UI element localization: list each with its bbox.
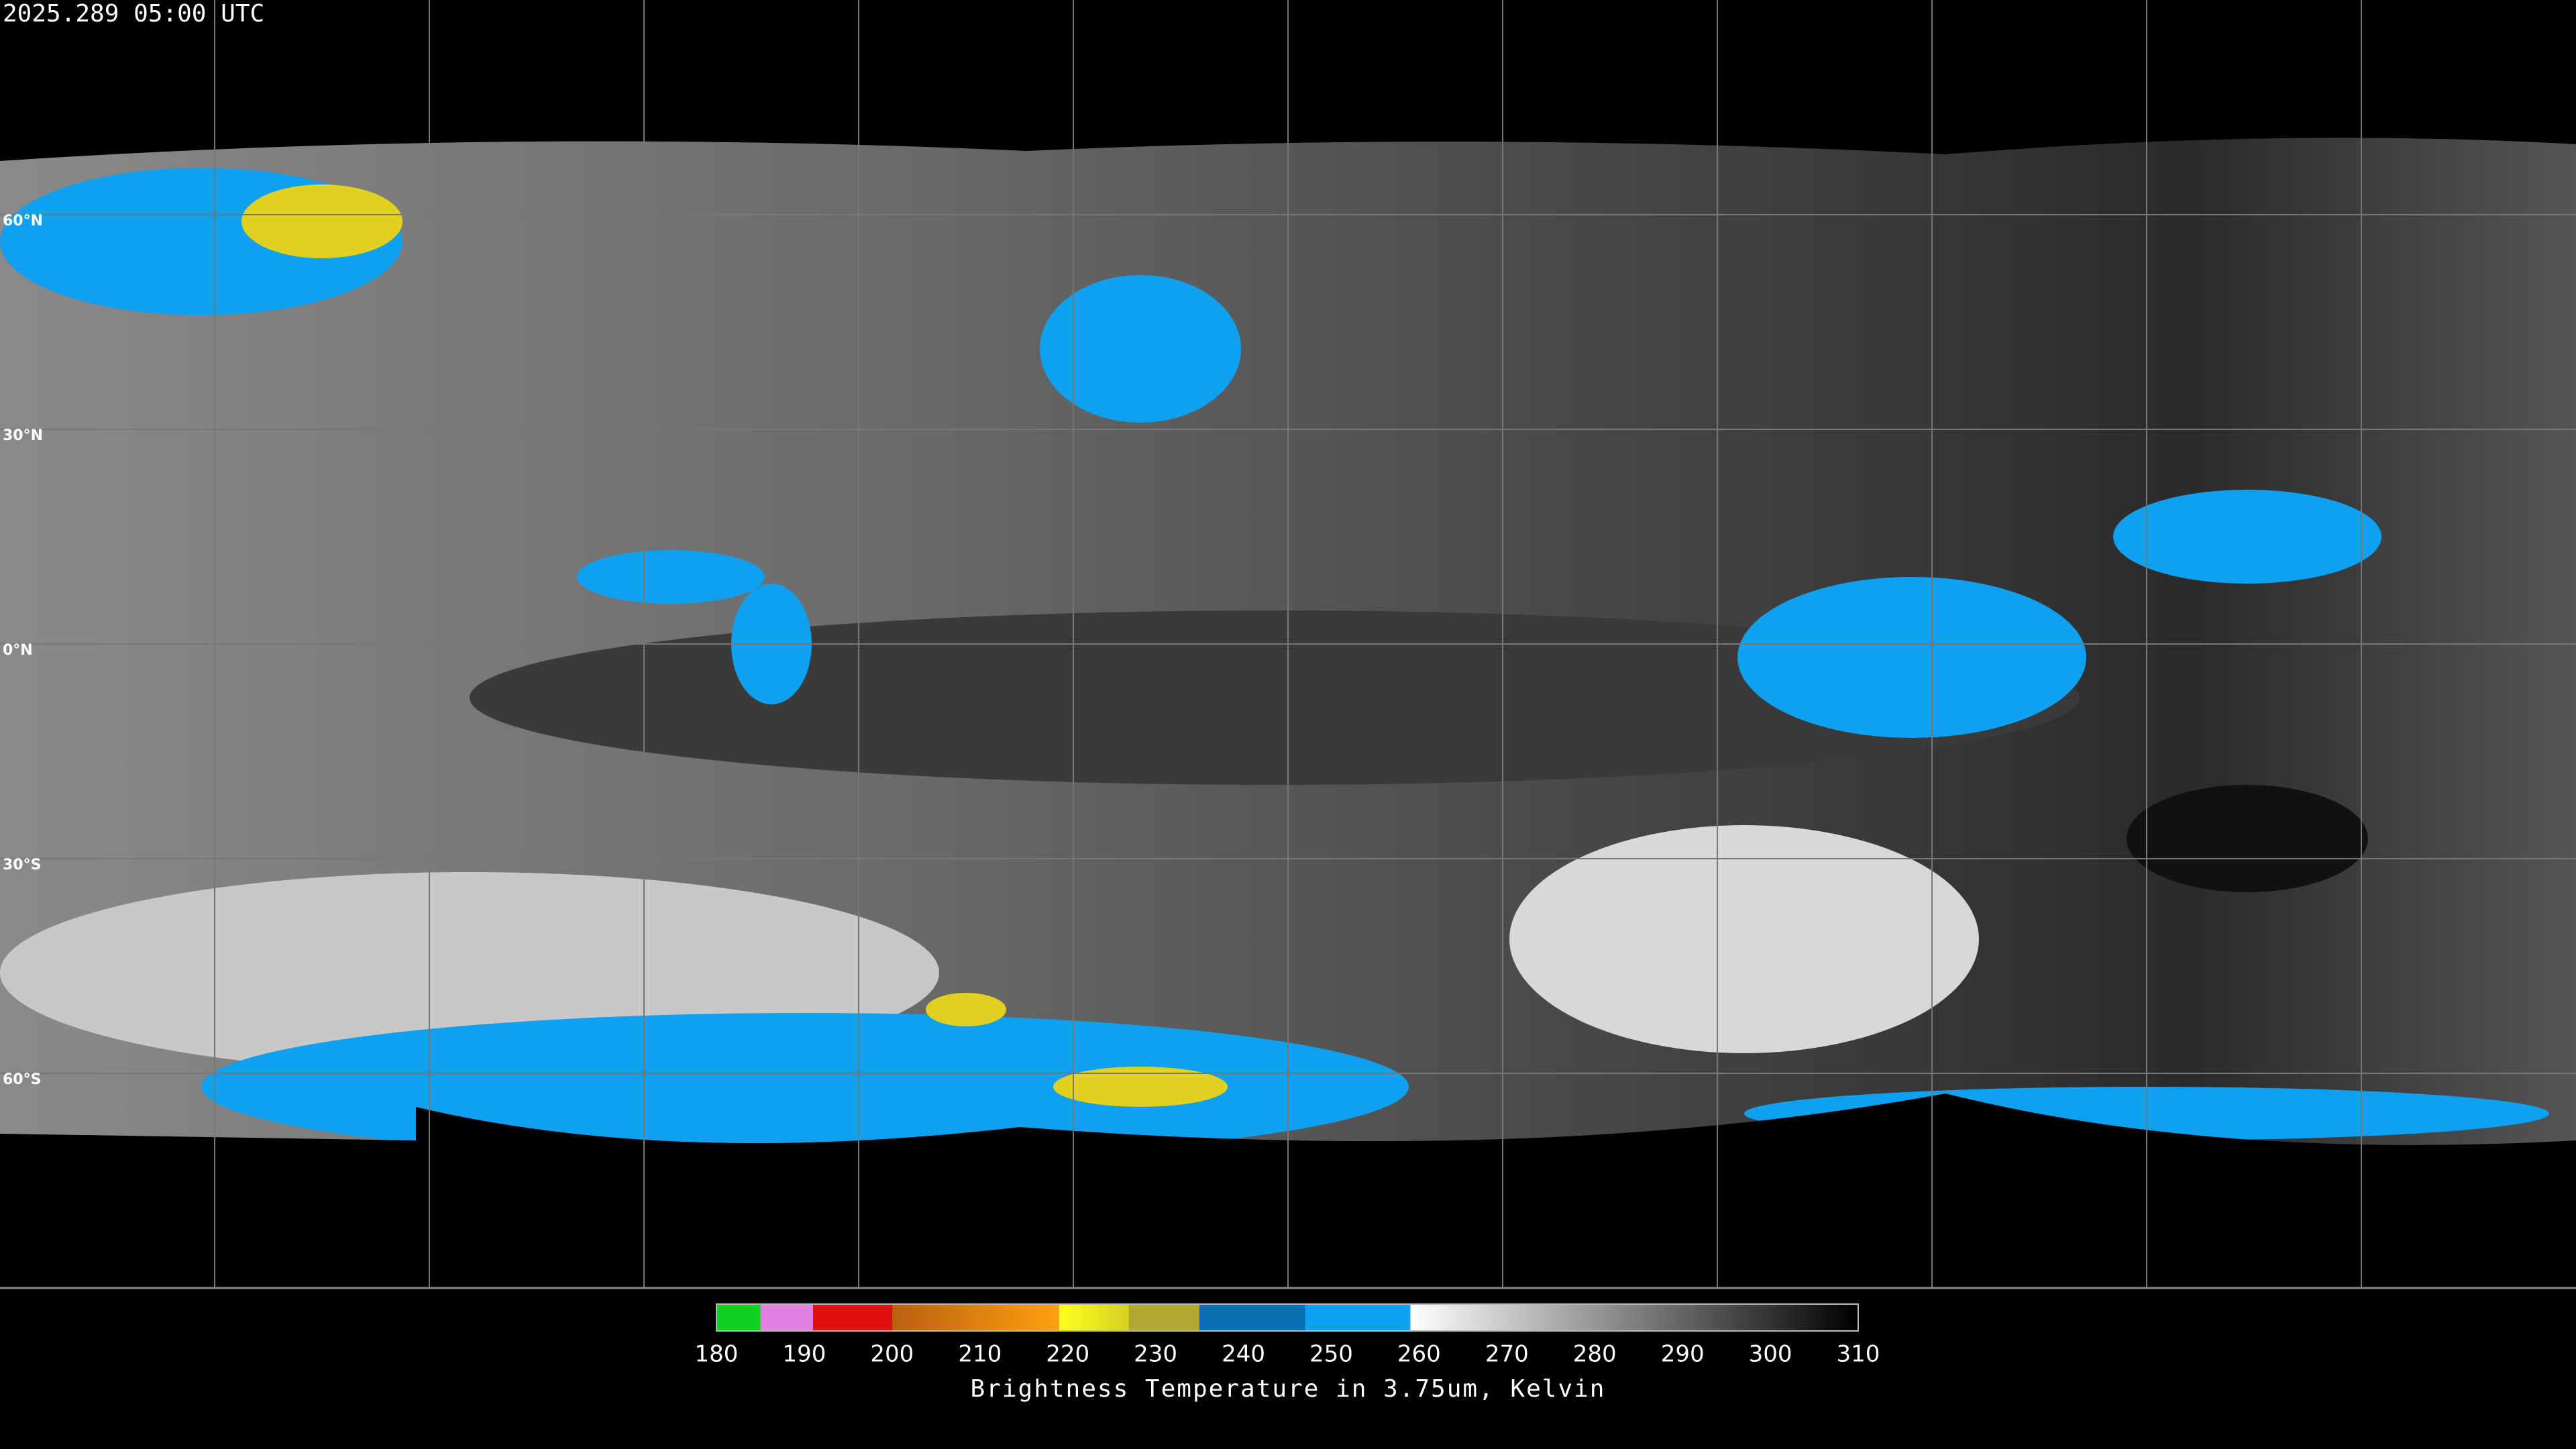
colorbar-tick-label: 240 xyxy=(1222,1341,1265,1368)
colorbar-tick-label: 190 xyxy=(782,1341,826,1368)
colorbar-tick-label: 290 xyxy=(1661,1341,1705,1368)
colorbar-tick-label: 260 xyxy=(1397,1341,1441,1368)
latitude-label: 60°N xyxy=(3,213,43,229)
latitude-label: 60°S xyxy=(3,1071,41,1088)
colorbar-segment xyxy=(716,1304,761,1331)
colorbar-segment xyxy=(1129,1304,1200,1331)
colorbar-tick-label: 300 xyxy=(1749,1341,1792,1368)
colorbar-tick-label: 310 xyxy=(1837,1341,1880,1368)
colorbar-segment xyxy=(892,1304,1059,1331)
colorbar-tick-label: 230 xyxy=(1134,1341,1177,1368)
cloud-cold xyxy=(577,550,765,604)
colorbar-segment xyxy=(760,1304,814,1331)
colorbar-segment xyxy=(1305,1304,1411,1331)
cloud-very-cold xyxy=(241,184,402,258)
colorbar: 180 190 200 210 220 230 240 250 260 270 280 290 300 3… xyxy=(695,1303,1880,1368)
cloud-very-cold xyxy=(926,993,1006,1026)
cloud-band xyxy=(1509,825,1979,1053)
colorbar-segment xyxy=(813,1304,892,1331)
graticule: 60°N 30°N 0°N 30°S 60°S xyxy=(0,0,2576,1288)
colorbar-tick-label: 280 xyxy=(1573,1341,1617,1368)
latitude-label: 30°S xyxy=(3,857,41,873)
cloud-cold xyxy=(1040,275,1241,423)
colorbar-segment xyxy=(1199,1304,1305,1331)
cloud-cold xyxy=(201,1013,1409,1145)
colorbar-tick-label: 200 xyxy=(870,1341,914,1368)
cloud-very-cold xyxy=(1053,1067,1228,1107)
colorbar-label: Brightness Temperature in 3.75um, Kelvin xyxy=(971,1375,1606,1403)
colorbar-tick-label: 250 xyxy=(1309,1341,1353,1368)
colorbar-tick-label: 210 xyxy=(958,1341,1002,1368)
timestamp: 2025.289 05:00 UTC xyxy=(3,0,264,28)
land-dark xyxy=(2127,785,2368,892)
latitude-label: 0°N xyxy=(3,642,33,659)
colorbar-segment xyxy=(1410,1304,1858,1331)
colorbar-tick-label: 180 xyxy=(695,1341,739,1368)
colorbar-tick-label: 220 xyxy=(1046,1341,1089,1368)
colorbar-segment xyxy=(1059,1304,1130,1331)
cloud-cold xyxy=(2113,490,2381,584)
cloud-cold xyxy=(1737,577,2086,738)
colorbar-frame xyxy=(716,1303,1859,1332)
colorbar-tick-label: 270 xyxy=(1485,1341,1529,1368)
latitude-label: 30°N xyxy=(3,427,43,444)
imagery-band xyxy=(470,610,2080,785)
